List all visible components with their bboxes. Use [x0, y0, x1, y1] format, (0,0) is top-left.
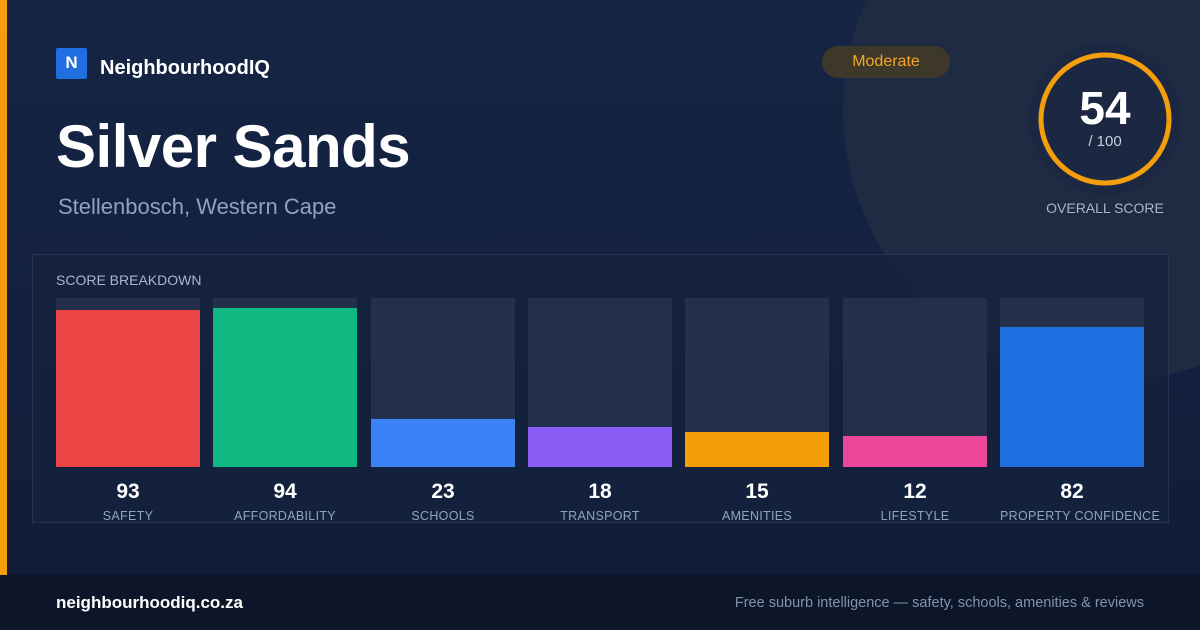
score-bar-track [528, 298, 672, 467]
score-label: SCHOOLS [411, 509, 475, 523]
score-column-property-confidence: 82 PROPERTY CONFIDENCE [1000, 298, 1161, 523]
score-bar-track [1000, 298, 1144, 467]
footer: neighbourhoodiq.co.za Free suburb intell… [0, 575, 1200, 630]
accent-strip [0, 0, 7, 575]
score-bar [1000, 327, 1144, 467]
score-value: 23 [431, 480, 455, 503]
score-value: 94 [273, 480, 297, 503]
overall-score-label: OVERALL SCORE [1046, 200, 1164, 216]
score-column-schools: 23 SCHOOLS [371, 298, 515, 523]
score-bar-track [843, 298, 987, 467]
score-label: SAFETY [102, 509, 154, 523]
score-bar [56, 310, 200, 467]
score-value: 15 [745, 480, 769, 503]
score-bar [528, 427, 672, 467]
rating-badge: Moderate [822, 46, 950, 78]
score-ring-progress [1038, 52, 1172, 186]
footer-domain: neighbourhoodiq.co.za [56, 592, 243, 612]
overall-score-value: 54 [1079, 82, 1131, 134]
score-bar-track [685, 298, 829, 467]
score-bar [371, 419, 515, 467]
score-value: 82 [1060, 480, 1084, 503]
score-column-lifestyle: 12 LIFESTYLE [843, 298, 987, 523]
score-value: 18 [588, 480, 612, 503]
score-breakdown-title: SCORE BREAKDOWN [56, 272, 202, 288]
score-bar-track [56, 298, 200, 467]
score-column-transport: 18 TRANSPORT [528, 298, 672, 523]
suburb-location: Stellenbosch, Western Cape [58, 194, 337, 219]
suburb-name: Silver Sands [56, 113, 411, 180]
score-column-amenities: 15 AMENITIES [685, 298, 829, 523]
score-ring-backdrop [1029, 43, 1181, 195]
score-bar [213, 308, 357, 467]
brand-name: NeighbourhoodIQ [100, 57, 270, 79]
score-bar [843, 436, 987, 467]
brand: N NeighbourhoodIQ [56, 46, 270, 80]
overall-score-ring [1029, 43, 1181, 195]
score-bar [685, 432, 829, 467]
score-label: AFFORDABILITY [234, 509, 336, 523]
score-value: 12 [903, 480, 927, 503]
score-label: TRANSPORT [560, 509, 640, 523]
score-column-safety: 93 SAFETY [56, 298, 200, 523]
score-bar-track [371, 298, 515, 467]
score-label: PROPERTY CONFIDENCE [1000, 509, 1161, 523]
overall-score-max: / 100 [1088, 133, 1122, 150]
score-column-affordability: 94 AFFORDABILITY [213, 298, 357, 523]
score-value: 93 [116, 480, 140, 503]
brand-logo-icon: N [56, 47, 87, 79]
footer-tagline: Free suburb intelligence — safety, schoo… [734, 594, 1144, 611]
score-label: LIFESTYLE [880, 509, 950, 523]
score-bar-track [213, 298, 357, 467]
score-breakdown-panel: SCORE BREAKDOWN 93 SAFETY 94 AFFORDABILITY 2… [32, 254, 1169, 523]
score-label: AMENITIES [721, 509, 793, 523]
